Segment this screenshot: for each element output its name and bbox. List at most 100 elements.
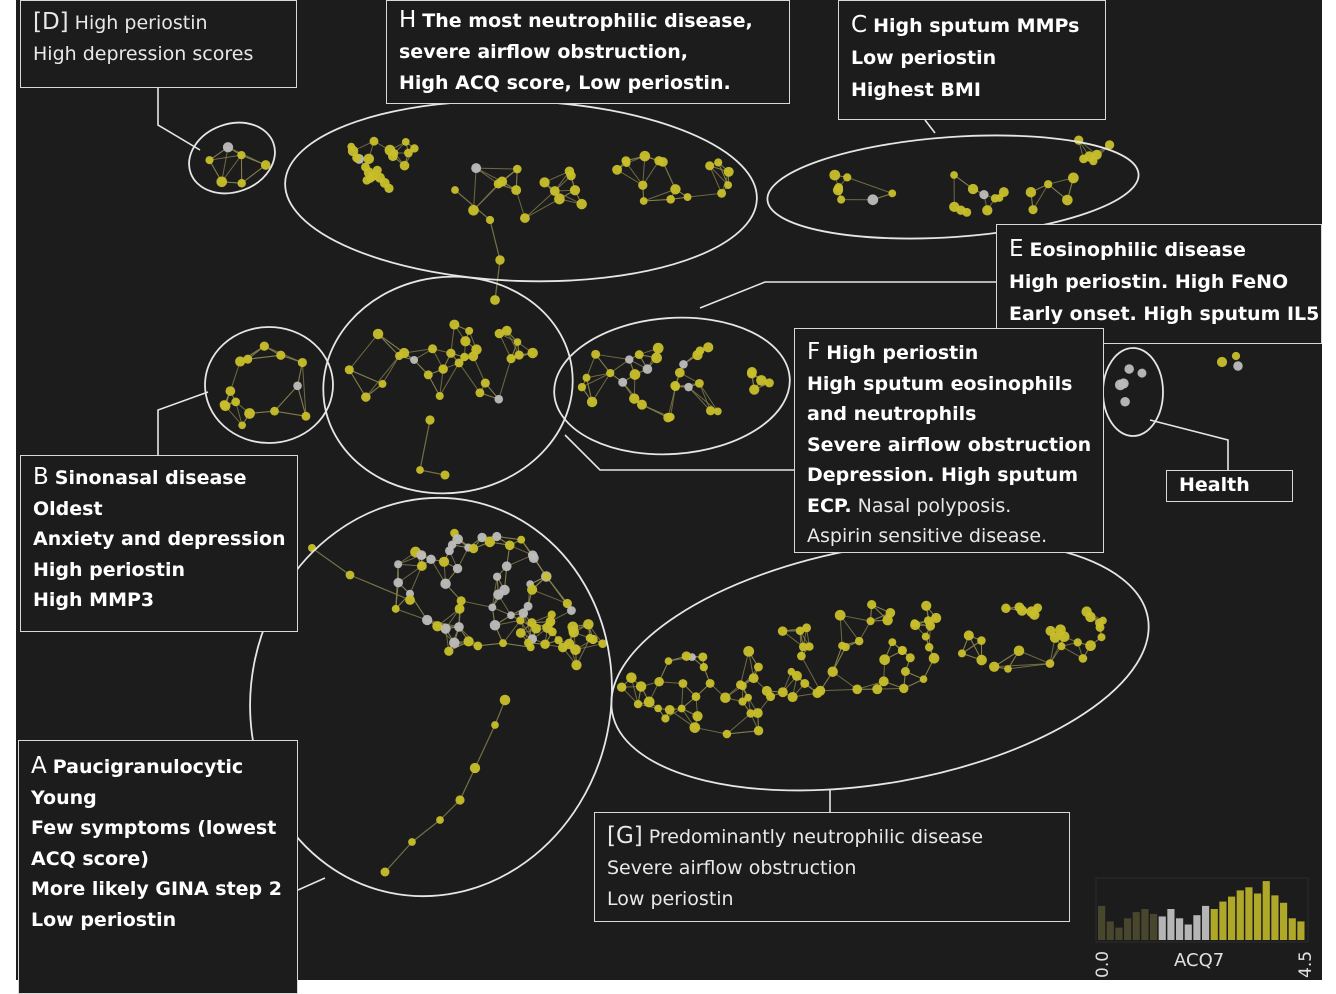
network-node: [962, 207, 972, 217]
cluster-b-label: B Sinonasal disease Oldest Anxiety and de…: [20, 455, 298, 632]
network-nodes: [205, 135, 1243, 877]
network-node: [582, 373, 591, 382]
network-node: [872, 684, 883, 695]
network-node: [527, 347, 538, 359]
network-node: [475, 388, 485, 398]
network-edge: [726, 730, 759, 735]
network-node: [764, 378, 774, 388]
network-node: [666, 195, 675, 204]
network-node: [455, 795, 465, 805]
cluster-outline: [249, 496, 613, 898]
cluster-outline: [204, 326, 334, 444]
network-edge: [1018, 650, 1051, 665]
network-node: [805, 642, 814, 651]
network-node: [635, 681, 647, 692]
histogram-bar: [1288, 918, 1296, 940]
network-edge: [274, 385, 298, 412]
network-node: [800, 679, 810, 688]
network-node: [463, 636, 474, 647]
network-node: [670, 184, 681, 195]
network-node: [554, 193, 565, 205]
network-node: [1028, 205, 1038, 215]
network-node: [924, 643, 934, 652]
network-node: [454, 358, 464, 368]
network-node: [899, 683, 909, 694]
network-edge: [698, 383, 712, 411]
network-node: [705, 406, 716, 416]
network-node: [1085, 611, 1096, 623]
network-node: [629, 369, 641, 380]
network-edge: [382, 355, 400, 385]
leader-line: [924, 119, 936, 134]
network-node: [494, 394, 504, 404]
network-edge: [726, 713, 751, 735]
network-node: [432, 621, 443, 632]
network-edge: [349, 574, 411, 601]
network-node: [391, 604, 400, 613]
network-node: [625, 355, 634, 364]
network-edge: [502, 620, 521, 644]
network-node: [369, 136, 379, 146]
network-edge: [461, 600, 493, 608]
network-node: [720, 692, 731, 704]
network-node: [867, 599, 877, 610]
network-node: [1104, 140, 1115, 150]
histogram-bar: [1176, 918, 1184, 940]
leader-line: [699, 281, 996, 309]
network-node: [979, 189, 989, 200]
network-edge: [524, 198, 560, 219]
network-node: [393, 577, 404, 588]
network-edge: [643, 198, 671, 202]
network-node: [436, 816, 444, 824]
network-node: [834, 183, 844, 192]
network-node: [705, 678, 715, 688]
cluster-outlines: [188, 99, 1164, 898]
network-node: [618, 377, 628, 387]
network-node: [399, 160, 410, 171]
network-node: [416, 466, 424, 474]
network-edge: [301, 362, 307, 417]
network-edge: [616, 169, 644, 186]
network-node: [714, 158, 723, 167]
network-edge: [581, 372, 611, 388]
network-node: [815, 685, 826, 696]
network-edge: [221, 154, 242, 183]
network-node: [921, 600, 932, 611]
network-node: [677, 704, 686, 713]
network-node: [931, 612, 942, 624]
network-edge: [698, 383, 719, 412]
histogram-bar: [1184, 924, 1192, 940]
cluster-letter: [D]: [33, 9, 69, 35]
legend-max-label: 4.5: [1296, 950, 1316, 978]
network-node: [361, 162, 370, 172]
network-node: [654, 676, 664, 687]
network-node: [661, 714, 670, 723]
network-node: [753, 726, 764, 736]
network-node: [293, 381, 302, 391]
network-edge: [459, 767, 476, 801]
network-node: [674, 367, 685, 378]
network-node: [235, 356, 246, 367]
network-node: [957, 649, 966, 658]
network-edge: [591, 372, 611, 403]
network-edge: [498, 358, 512, 400]
network-node: [495, 255, 505, 265]
network-edge: [502, 642, 531, 648]
network-node: [583, 619, 594, 630]
legend-variable-label: ACQ7: [1174, 950, 1225, 971]
network-node: [885, 607, 896, 618]
network-node: [664, 704, 675, 715]
network-node: [756, 375, 767, 386]
network-node: [1137, 368, 1147, 378]
network-node: [1124, 364, 1134, 374]
network-node: [449, 319, 460, 330]
network-edge: [297, 385, 307, 417]
histogram-bar: [1158, 916, 1166, 940]
network-node: [492, 572, 502, 581]
network-node: [416, 561, 427, 571]
network-node: [691, 692, 701, 702]
network-node: [626, 672, 637, 683]
network-node: [469, 762, 481, 774]
histogram-bar: [1219, 901, 1227, 940]
network-node: [484, 536, 496, 548]
